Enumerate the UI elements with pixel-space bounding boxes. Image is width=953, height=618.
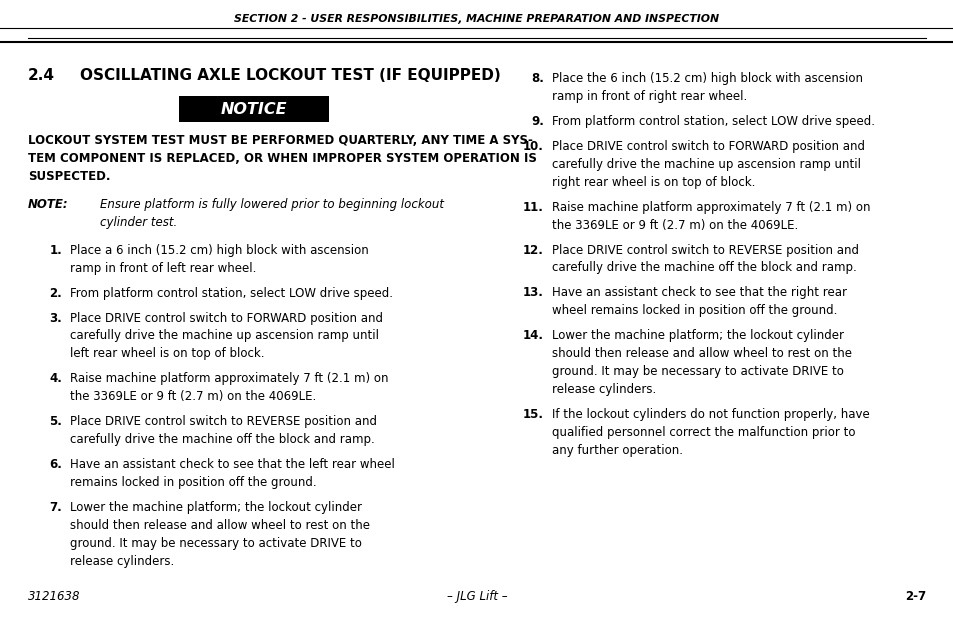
Text: TEM COMPONENT IS REPLACED, OR WHEN IMPROPER SYSTEM OPERATION IS: TEM COMPONENT IS REPLACED, OR WHEN IMPRO… xyxy=(28,152,537,165)
Text: 1.: 1. xyxy=(50,243,62,256)
Text: Have an assistant check to see that the left rear wheel: Have an assistant check to see that the … xyxy=(70,458,395,471)
Text: any further operation.: any further operation. xyxy=(552,444,682,457)
Text: SECTION 2 - USER RESPONSIBILITIES, MACHINE PREPARATION AND INSPECTION: SECTION 2 - USER RESPONSIBILITIES, MACHI… xyxy=(234,14,719,24)
Text: carefully drive the machine up ascension ramp until: carefully drive the machine up ascension… xyxy=(552,158,861,171)
Text: release cylinders.: release cylinders. xyxy=(552,383,656,396)
Text: OSCILLATING AXLE LOCKOUT TEST (IF EQUIPPED): OSCILLATING AXLE LOCKOUT TEST (IF EQUIPP… xyxy=(80,68,500,83)
Text: 4.: 4. xyxy=(49,373,62,386)
Text: 12.: 12. xyxy=(522,243,543,256)
Text: Ensure platform is fully lowered prior to beginning lockout: Ensure platform is fully lowered prior t… xyxy=(100,198,443,211)
Text: carefully drive the machine off the block and ramp.: carefully drive the machine off the bloc… xyxy=(70,433,375,446)
Text: Place DRIVE control switch to REVERSE position and: Place DRIVE control switch to REVERSE po… xyxy=(70,415,376,428)
Text: should then release and allow wheel to rest on the: should then release and allow wheel to r… xyxy=(70,519,370,532)
Text: 5.: 5. xyxy=(49,415,62,428)
Text: LOCKOUT SYSTEM TEST MUST BE PERFORMED QUARTERLY, ANY TIME A SYS-: LOCKOUT SYSTEM TEST MUST BE PERFORMED QU… xyxy=(28,134,533,147)
Text: the 3369LE or 9 ft (2.7 m) on the 4069LE.: the 3369LE or 9 ft (2.7 m) on the 4069LE… xyxy=(552,219,798,232)
Text: release cylinders.: release cylinders. xyxy=(70,555,174,568)
Text: 10.: 10. xyxy=(522,140,543,153)
Text: From platform control station, select LOW drive speed.: From platform control station, select LO… xyxy=(552,115,874,128)
Text: 15.: 15. xyxy=(522,408,543,421)
Text: should then release and allow wheel to rest on the: should then release and allow wheel to r… xyxy=(552,347,851,360)
Text: ramp in front of left rear wheel.: ramp in front of left rear wheel. xyxy=(70,261,256,274)
Text: 7.: 7. xyxy=(50,501,62,514)
Text: right rear wheel is on top of block.: right rear wheel is on top of block. xyxy=(552,176,755,188)
Text: – JLG Lift –: – JLG Lift – xyxy=(446,590,507,603)
Text: Have an assistant check to see that the right rear: Have an assistant check to see that the … xyxy=(552,287,846,300)
Text: 11.: 11. xyxy=(522,201,543,214)
Text: remains locked in position off the ground.: remains locked in position off the groun… xyxy=(70,476,316,489)
Text: 3121638: 3121638 xyxy=(28,590,80,603)
Text: 2.: 2. xyxy=(50,287,62,300)
Text: left rear wheel is on top of block.: left rear wheel is on top of block. xyxy=(70,347,264,360)
Text: 14.: 14. xyxy=(522,329,543,342)
Text: Raise machine platform approximately 7 ft (2.1 m) on: Raise machine platform approximately 7 f… xyxy=(70,373,388,386)
Text: 2.4: 2.4 xyxy=(28,68,55,83)
Text: carefully drive the machine off the block and ramp.: carefully drive the machine off the bloc… xyxy=(552,261,856,274)
Text: Raise machine platform approximately 7 ft (2.1 m) on: Raise machine platform approximately 7 f… xyxy=(552,201,869,214)
Text: 9.: 9. xyxy=(531,115,543,128)
Text: 3.: 3. xyxy=(50,311,62,324)
Text: qualified personnel correct the malfunction prior to: qualified personnel correct the malfunct… xyxy=(552,426,855,439)
Text: From platform control station, select LOW drive speed.: From platform control station, select LO… xyxy=(70,287,393,300)
Text: Place DRIVE control switch to REVERSE position and: Place DRIVE control switch to REVERSE po… xyxy=(552,243,858,256)
Text: carefully drive the machine up ascension ramp until: carefully drive the machine up ascension… xyxy=(70,329,378,342)
Text: Lower the machine platform; the lockout cylinder: Lower the machine platform; the lockout … xyxy=(552,329,843,342)
Text: SUSPECTED.: SUSPECTED. xyxy=(28,170,111,183)
Text: Place a 6 inch (15.2 cm) high block with ascension: Place a 6 inch (15.2 cm) high block with… xyxy=(70,243,369,256)
FancyBboxPatch shape xyxy=(179,96,329,122)
Text: 2-7: 2-7 xyxy=(904,590,925,603)
Text: If the lockout cylinders do not function properly, have: If the lockout cylinders do not function… xyxy=(552,408,869,421)
Text: wheel remains locked in position off the ground.: wheel remains locked in position off the… xyxy=(552,305,837,318)
Text: Place DRIVE control switch to FORWARD position and: Place DRIVE control switch to FORWARD po… xyxy=(552,140,864,153)
Text: 13.: 13. xyxy=(522,287,543,300)
Text: Place DRIVE control switch to FORWARD position and: Place DRIVE control switch to FORWARD po… xyxy=(70,311,382,324)
Text: Lower the machine platform; the lockout cylinder: Lower the machine platform; the lockout … xyxy=(70,501,361,514)
Text: 8.: 8. xyxy=(531,72,543,85)
Text: cylinder test.: cylinder test. xyxy=(100,216,177,229)
Text: ground. It may be necessary to activate DRIVE to: ground. It may be necessary to activate … xyxy=(552,365,843,378)
Text: NOTICE: NOTICE xyxy=(220,101,287,117)
Text: NOTE:: NOTE: xyxy=(28,198,69,211)
Text: ramp in front of right rear wheel.: ramp in front of right rear wheel. xyxy=(552,90,746,103)
Text: the 3369LE or 9 ft (2.7 m) on the 4069LE.: the 3369LE or 9 ft (2.7 m) on the 4069LE… xyxy=(70,391,315,404)
Text: 6.: 6. xyxy=(49,458,62,471)
Text: Place the 6 inch (15.2 cm) high block with ascension: Place the 6 inch (15.2 cm) high block wi… xyxy=(552,72,862,85)
Text: ground. It may be necessary to activate DRIVE to: ground. It may be necessary to activate … xyxy=(70,537,361,550)
